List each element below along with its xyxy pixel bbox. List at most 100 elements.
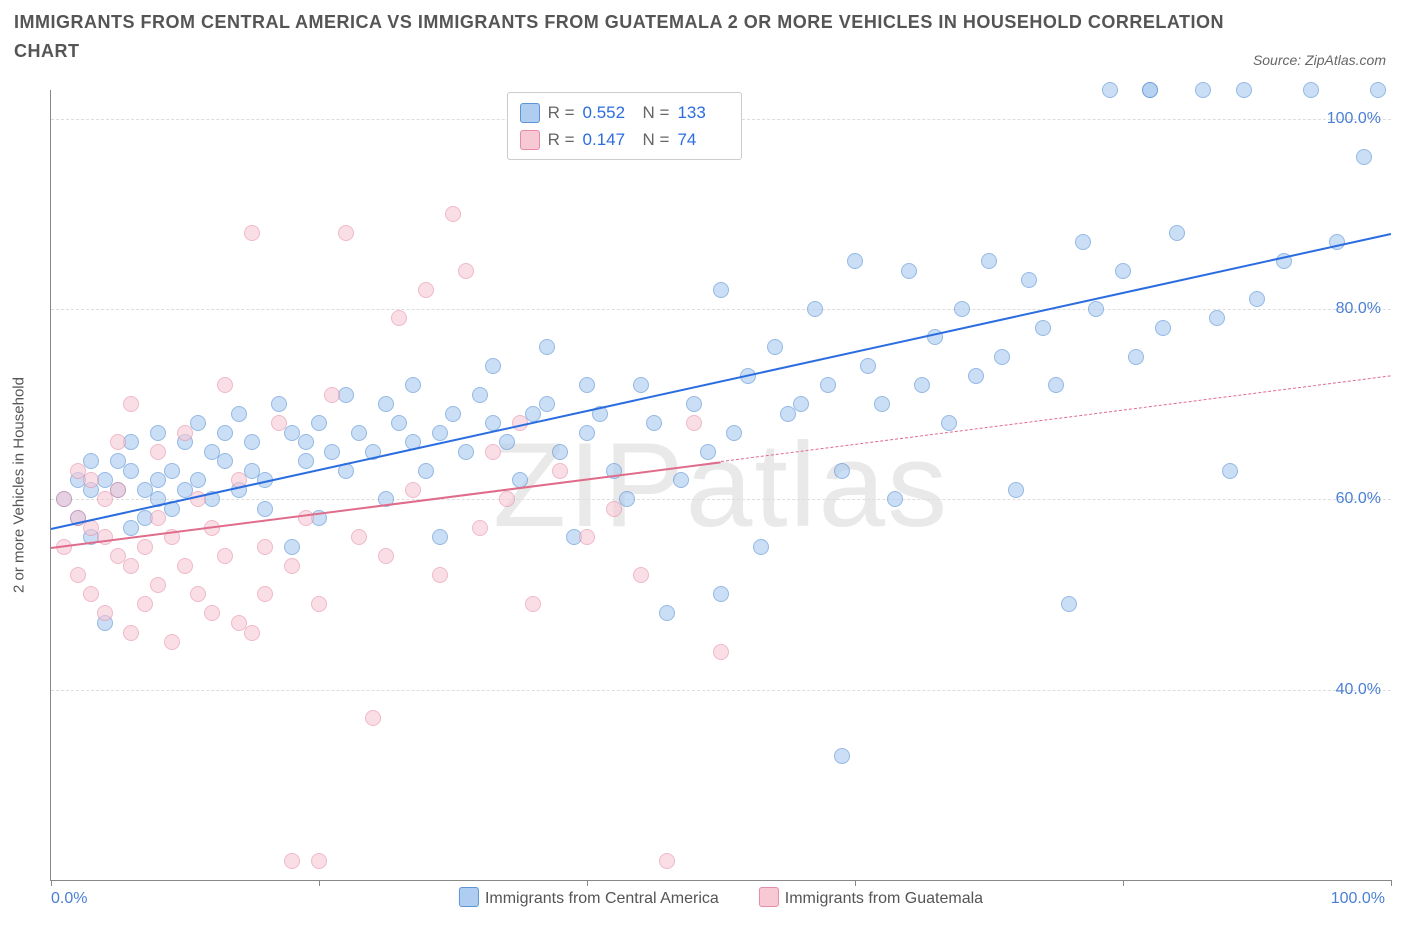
scatter-point: [123, 463, 139, 479]
scatter-point: [164, 634, 180, 650]
scatter-point: [110, 482, 126, 498]
scatter-point: [378, 396, 394, 412]
scatter-point: [606, 501, 622, 517]
stat-r-label: R =: [548, 99, 575, 126]
scatter-point: [834, 463, 850, 479]
scatter-point: [1061, 596, 1077, 612]
scatter-point: [753, 539, 769, 555]
scatter-point: [914, 377, 930, 393]
scatter-point: [659, 605, 675, 621]
scatter-point: [820, 377, 836, 393]
scatter-point: [284, 853, 300, 869]
scatter-point: [1222, 463, 1238, 479]
scatter-point: [338, 225, 354, 241]
scatter-point: [445, 406, 461, 422]
scatter-point: [1155, 320, 1171, 336]
scatter-point: [257, 586, 273, 602]
scatter-point: [1021, 272, 1037, 288]
scatter-point: [311, 853, 327, 869]
scatter-point: [97, 529, 113, 545]
scatter-point: [190, 472, 206, 488]
scatter-point: [257, 539, 273, 555]
scatter-point: [405, 377, 421, 393]
scatter-point: [391, 415, 407, 431]
scatter-point: [1356, 149, 1372, 165]
scatter-point: [499, 491, 515, 507]
xtick-mark: [319, 880, 320, 886]
scatter-point: [1370, 82, 1386, 98]
scatter-point: [231, 406, 247, 422]
scatter-point: [981, 253, 997, 269]
stat-r-label: R =: [548, 126, 575, 153]
scatter-point: [994, 349, 1010, 365]
scatter-point: [217, 377, 233, 393]
legend-swatch: [459, 887, 479, 907]
xtick-mark: [1391, 880, 1392, 886]
plot-area: ZIPatlas 2 or more Vehicles in Household…: [50, 90, 1391, 881]
scatter-point: [901, 263, 917, 279]
scatter-point: [954, 301, 970, 317]
source-label: Source: ZipAtlas.com: [1253, 52, 1386, 68]
xtick-mark: [51, 880, 52, 886]
stats-row: R =0.552N =133: [520, 99, 730, 126]
scatter-point: [1075, 234, 1091, 250]
scatter-point: [351, 529, 367, 545]
scatter-point: [552, 444, 568, 460]
scatter-point: [1008, 482, 1024, 498]
scatter-point: [365, 710, 381, 726]
stat-n-value: 74: [677, 126, 729, 153]
scatter-point: [164, 463, 180, 479]
scatter-point: [633, 377, 649, 393]
scatter-point: [150, 510, 166, 526]
stat-n-value: 133: [677, 99, 729, 126]
scatter-point: [525, 596, 541, 612]
legend-swatch: [759, 887, 779, 907]
scatter-point: [834, 748, 850, 764]
scatter-point: [123, 558, 139, 574]
scatter-point: [432, 529, 448, 545]
scatter-point: [847, 253, 863, 269]
scatter-point: [83, 586, 99, 602]
scatter-point: [150, 577, 166, 593]
scatter-point: [968, 368, 984, 384]
scatter-point: [56, 491, 72, 507]
xtick-mark: [855, 880, 856, 886]
scatter-point: [1249, 291, 1265, 307]
stats-legend: R =0.552N =133R =0.147N =74: [507, 92, 743, 160]
scatter-point: [137, 596, 153, 612]
scatter-point: [177, 425, 193, 441]
scatter-point: [244, 225, 260, 241]
scatter-point: [284, 539, 300, 555]
scatter-point: [767, 339, 783, 355]
scatter-point: [713, 282, 729, 298]
stat-r-value: 0.552: [583, 99, 635, 126]
gridline: [51, 690, 1391, 691]
scatter-point: [807, 301, 823, 317]
scatter-point: [217, 453, 233, 469]
bottom-legend-item: Immigrants from Central America: [459, 887, 719, 908]
y-axis-label: 2 or more Vehicles in Household: [11, 377, 28, 593]
xtick-mark: [1123, 880, 1124, 886]
scatter-point: [324, 444, 340, 460]
chart-title: IMMIGRANTS FROM CENTRAL AMERICA VS IMMIG…: [14, 8, 1286, 66]
ytick-label: 80.0%: [1336, 300, 1381, 318]
ytick-label: 100.0%: [1327, 110, 1381, 128]
scatter-point: [539, 339, 555, 355]
scatter-point: [150, 425, 166, 441]
trend-line: [51, 233, 1391, 530]
watermark: ZIPatlas: [493, 416, 949, 554]
scatter-point: [244, 434, 260, 450]
scatter-point: [579, 529, 595, 545]
scatter-point: [1088, 301, 1104, 317]
scatter-point: [458, 263, 474, 279]
scatter-point: [311, 415, 327, 431]
scatter-point: [499, 434, 515, 450]
scatter-point: [137, 539, 153, 555]
scatter-point: [539, 396, 555, 412]
scatter-point: [472, 387, 488, 403]
scatter-point: [244, 625, 260, 641]
scatter-point: [1035, 320, 1051, 336]
scatter-point: [432, 567, 448, 583]
scatter-point: [311, 596, 327, 612]
scatter-point: [874, 396, 890, 412]
